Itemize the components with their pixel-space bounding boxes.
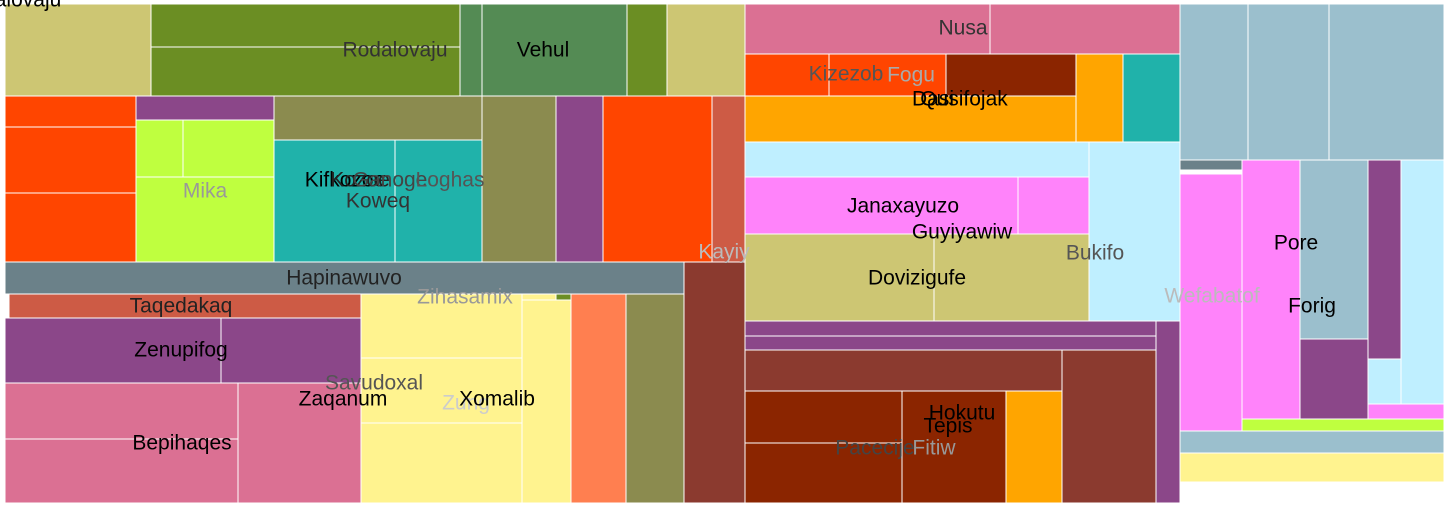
treemap-cell [933,233,1090,322]
treemap-cell [521,299,572,504]
treemap-cell [1299,338,1369,420]
treemap-cell [711,95,746,263]
treemap-cell [1179,173,1243,432]
treemap-cell [1179,430,1445,454]
treemap-cell [135,95,275,121]
treemap-cell [4,382,239,440]
treemap-cell [394,139,483,263]
treemap-cell [360,422,523,504]
treemap-cell [625,293,685,504]
treemap-cell [744,95,1077,143]
treemap-cell [555,95,604,263]
treemap-cell [182,119,275,178]
treemap-cell [1179,452,1445,483]
treemap-cell [683,261,746,504]
treemap-cell [481,3,628,97]
treemap-cell [1241,418,1445,432]
treemap-cell [828,53,947,97]
treemap-cell [1367,159,1402,360]
treemap-cell [4,192,137,263]
treemap-cell [135,119,184,178]
treemap-cell [521,293,557,301]
treemap-cell [744,3,991,55]
treemap-cell [4,3,152,97]
treemap-cell [744,335,1157,351]
treemap-cell [626,3,668,97]
treemap-cells [4,3,1445,504]
treemap-cell [459,3,483,97]
treemap-cell [1075,53,1124,143]
treemap-cell [744,176,1019,235]
treemap-cell [744,442,903,504]
treemap-cell [744,320,1157,337]
treemap-cell [555,293,572,301]
treemap-cell [666,3,746,97]
treemap-cell [1061,349,1157,504]
treemap-cell [901,390,1007,504]
treemap-cell [8,293,362,319]
treemap-cell [4,317,222,384]
treemap-cell [744,349,1063,392]
treemap-cell [744,53,830,97]
treemap-cell [1005,390,1063,504]
treemap-cell [1241,159,1301,420]
treemap-cell [1017,176,1090,235]
treemap-cell [237,382,362,504]
treemap-cell [220,317,362,384]
treemap-cell [4,95,137,128]
treemap-cell [4,438,239,504]
treemap-cell [1179,159,1243,171]
treemap-cell [1367,403,1445,420]
treemap-cell [4,261,686,295]
treemap-cell [1088,141,1181,322]
treemap-cell [273,139,396,263]
treemap-cell [1247,3,1330,161]
treemap-cell [150,46,461,97]
treemap-cell [481,95,557,263]
treemap-cell [360,293,523,359]
treemap-cell [1328,3,1445,161]
treemap-cell [135,176,275,263]
treemap-cell [1155,320,1181,504]
treemap-cell [570,293,627,504]
treemap-cell [273,95,483,141]
treemap-cell [360,357,523,424]
treemap-cell [1299,159,1369,340]
treemap-cell [602,95,713,263]
treemap-cell [1179,3,1249,161]
treemap-cell [1122,53,1181,143]
treemap-cell [945,53,1077,97]
treemap-cell [4,126,137,194]
treemap-cell [150,3,461,48]
treemap-cell [1400,159,1445,405]
treemap-cell [744,141,1090,178]
treemap-cell [989,3,1181,55]
treemap-cell [1367,358,1402,405]
treemap-cell [744,233,935,322]
